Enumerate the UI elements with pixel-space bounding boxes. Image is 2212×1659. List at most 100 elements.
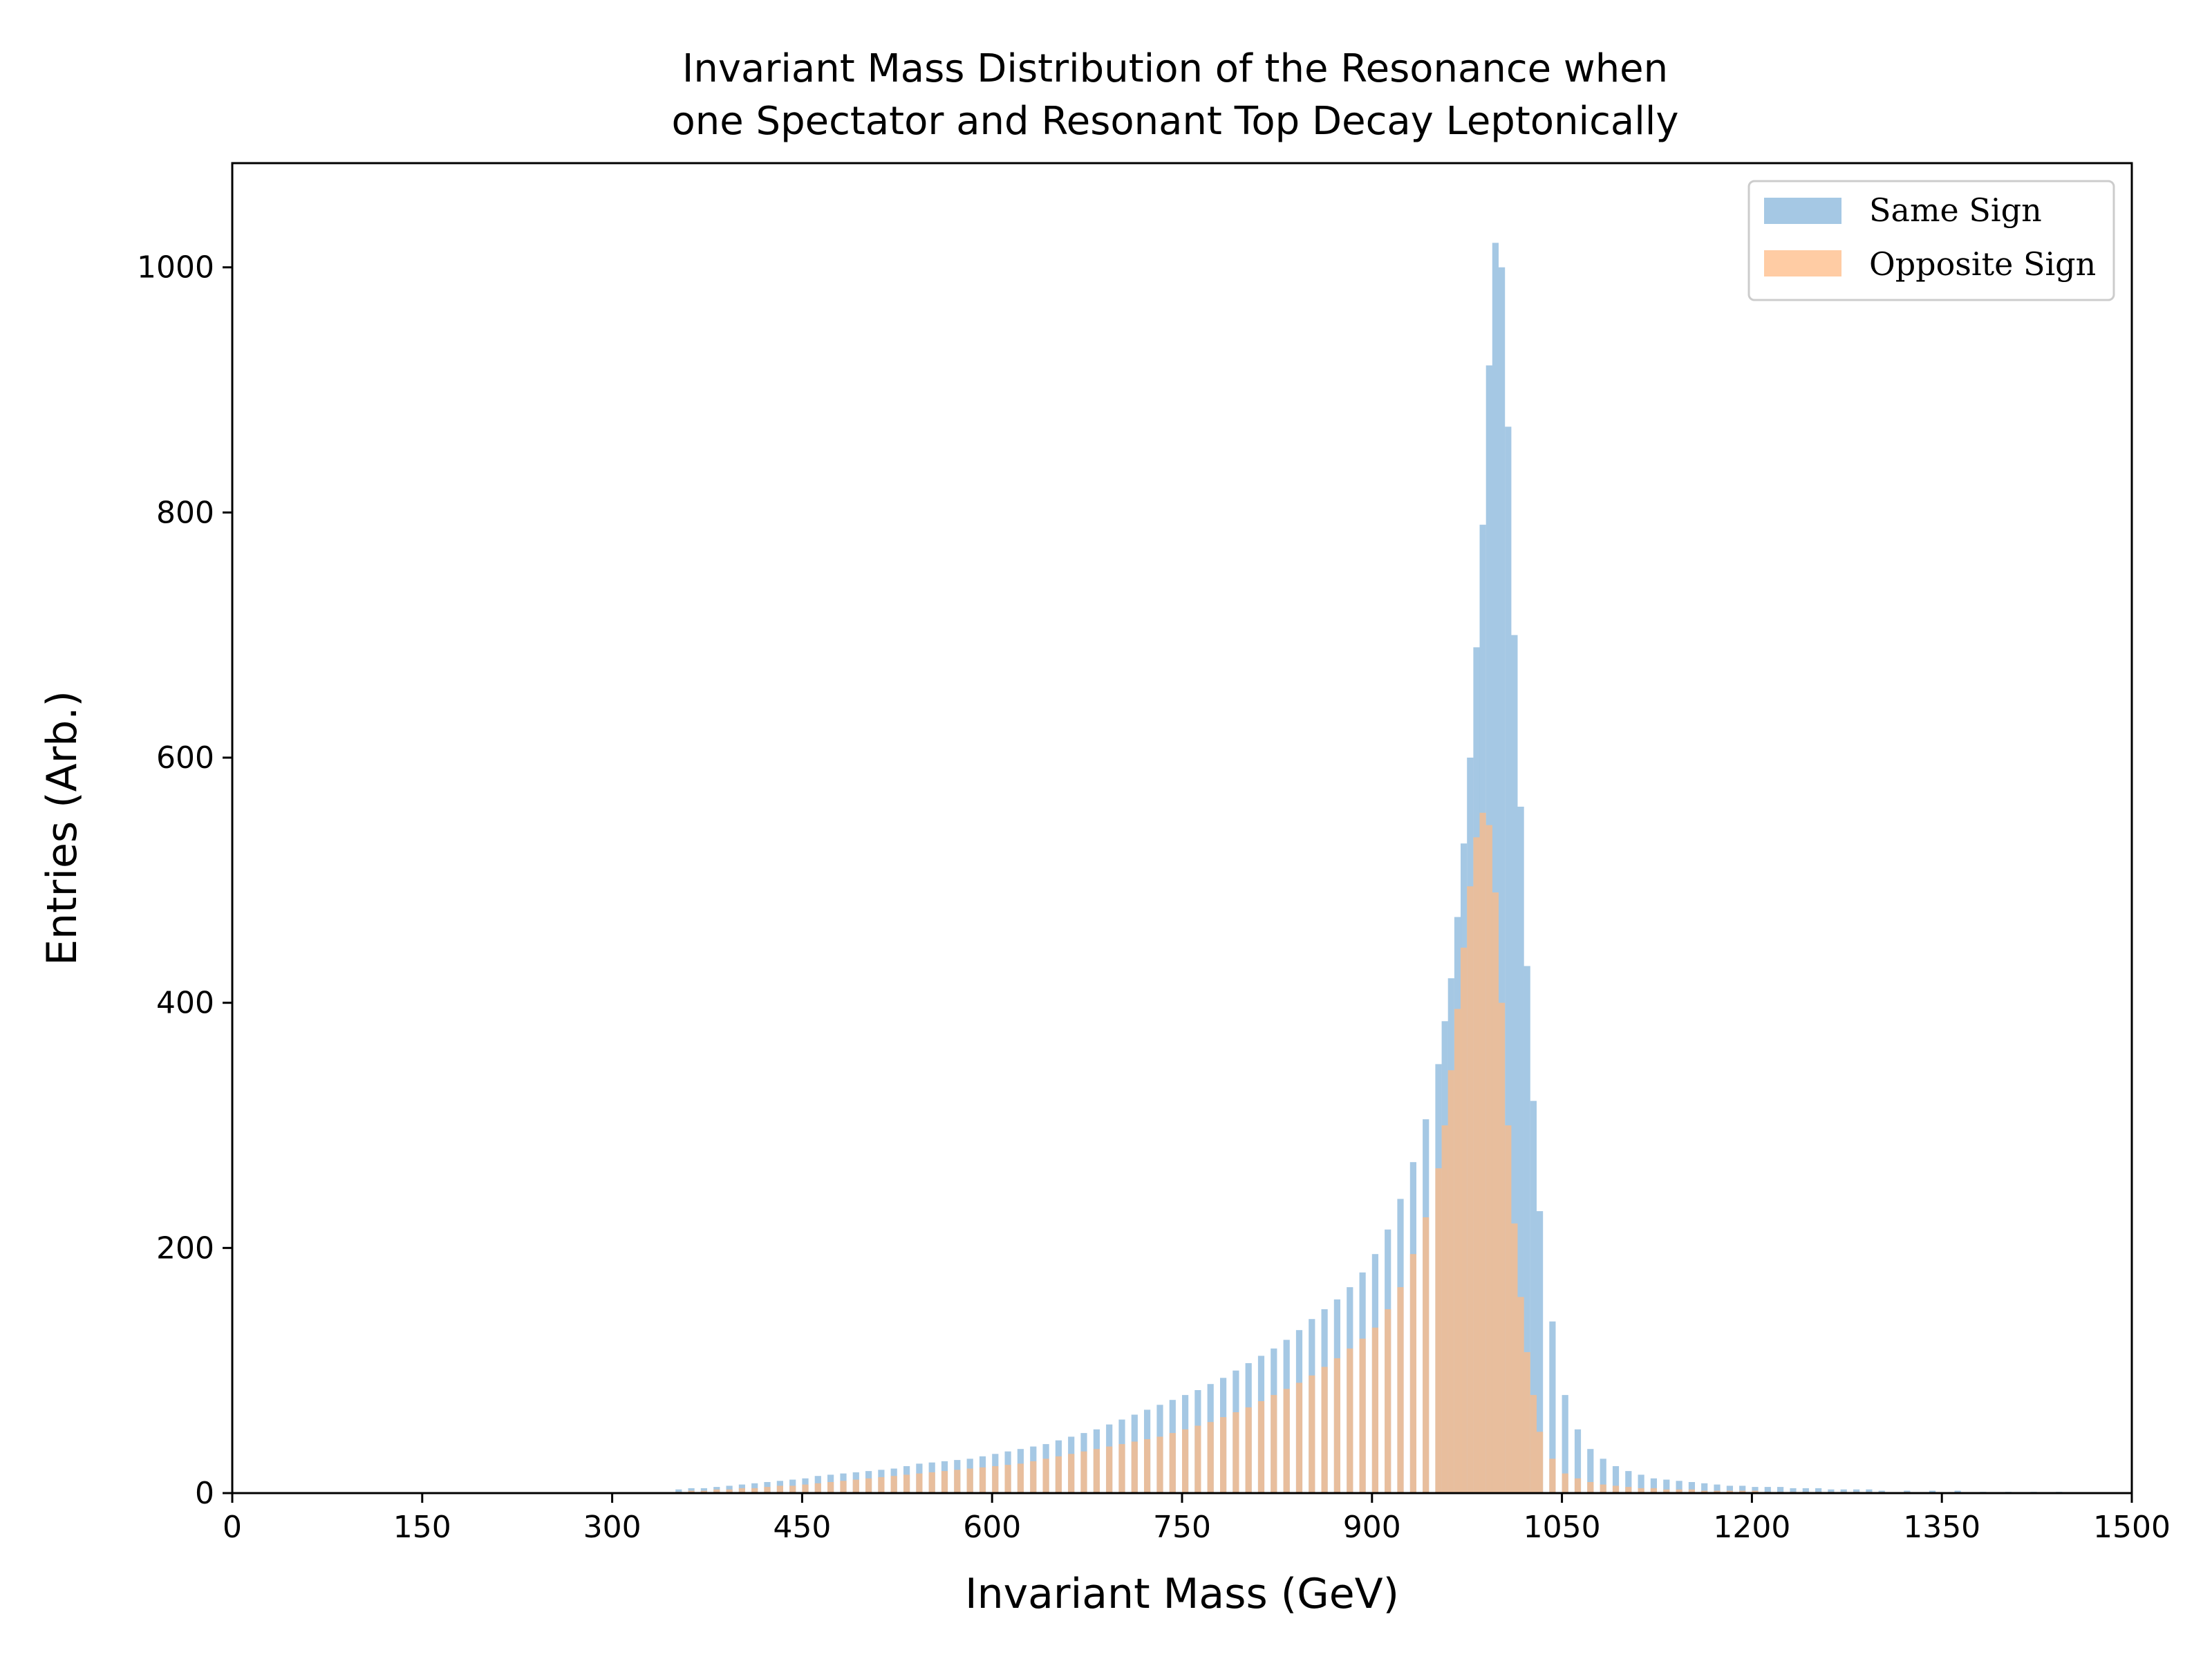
- same-sign-bar: [1511, 635, 1518, 1494]
- opposite-sign-bar: [1537, 1432, 1544, 1493]
- opposite-sign-bar: [1257, 1401, 1265, 1493]
- opposite-sign-bar: [1485, 825, 1492, 1493]
- opposite-sign-bar: [916, 1473, 923, 1493]
- opposite-sign-bar: [966, 1468, 973, 1493]
- opposite-sign-bar: [1359, 1338, 1366, 1493]
- opposite-sign-bar: [1385, 1309, 1391, 1493]
- opposite-sign-bar: [776, 1485, 783, 1493]
- opposite-sign-bar: [1169, 1433, 1176, 1493]
- opposite-sign-bar: [802, 1484, 809, 1493]
- opposite-sign-bar: [1207, 1422, 1214, 1493]
- opposite-sign-bar: [1549, 1459, 1556, 1493]
- opposite-sign-bar: [1232, 1412, 1239, 1493]
- y-tick-label: 0: [195, 1476, 214, 1511]
- opposite-sign-bar: [1562, 1473, 1568, 1493]
- same-sign-bar: [1701, 1483, 1708, 1493]
- opposite-sign-bar: [700, 1490, 707, 1493]
- y-tick-label: 1000: [137, 250, 214, 285]
- y-tick-label: 200: [156, 1230, 214, 1266]
- opposite-sign-bar: [1435, 1168, 1442, 1493]
- opposite-sign-bar: [928, 1472, 935, 1493]
- opposite-sign-bar: [1441, 1125, 1448, 1493]
- opposite-sign-bar: [1118, 1444, 1125, 1493]
- legend: Same Sign Opposite Sign: [1747, 180, 2115, 301]
- same-sign-bar: [1739, 1485, 1746, 1493]
- opposite-sign-bar: [1461, 947, 1468, 1493]
- same-sign-bar: [700, 1488, 707, 1493]
- chart-title-line-1: Invariant Mass Distribution of the Reson…: [682, 46, 1668, 91]
- opposite-sign-bar: [1347, 1348, 1353, 1493]
- opposite-sign-bar: [1068, 1454, 1075, 1493]
- opposite-sign-bar: [1055, 1456, 1062, 1493]
- opposite-sign-bar: [1283, 1389, 1290, 1493]
- same-sign-bar: [1764, 1487, 1771, 1493]
- opposite-sign-bar: [1017, 1463, 1024, 1493]
- opposite-sign-bar: [852, 1479, 859, 1493]
- same-sign-bar: [1815, 1488, 1822, 1493]
- x-tick-label: 450: [773, 1510, 831, 1545]
- opposite-sign-bar: [1220, 1417, 1227, 1493]
- opposite-sign-bar: [1321, 1367, 1328, 1493]
- opposite-sign-bar: [1752, 1490, 1759, 1493]
- opposite-sign-bar: [992, 1466, 999, 1493]
- opposite-sign-bar: [1517, 1297, 1524, 1493]
- same-sign-bar: [1688, 1482, 1695, 1493]
- opposite-sign-bar: [738, 1488, 745, 1493]
- same-sign-bar: [1929, 1490, 1936, 1493]
- opposite-sign-bar: [1423, 1217, 1430, 1493]
- x-tick-label: 600: [963, 1510, 1021, 1545]
- opposite-sign-bar: [1093, 1449, 1100, 1493]
- same-sign-bar: [1790, 1488, 1797, 1493]
- x-tick-label: 300: [583, 1510, 641, 1545]
- opposite-sign-bar: [1676, 1489, 1683, 1493]
- opposite-sign-bar: [840, 1481, 847, 1493]
- same-sign-bar: [1828, 1489, 1835, 1493]
- same-sign-bar: [1638, 1474, 1644, 1493]
- same-sign-bar: [1505, 427, 1512, 1493]
- opposite-sign-bar: [1701, 1490, 1708, 1493]
- opposite-sign-bar: [1714, 1490, 1721, 1493]
- opposite-sign-bar: [1524, 1352, 1530, 1493]
- same-sign-bar: [1549, 1321, 1556, 1493]
- same-sign-bar: [1612, 1466, 1620, 1493]
- opposite-sign-bar: [1447, 1070, 1454, 1493]
- opposite-sign-bar: [1106, 1446, 1113, 1493]
- same-sign-bar: [1714, 1484, 1721, 1493]
- same-sign-bar: [1866, 1489, 1873, 1493]
- opposite-sign-bar: [1194, 1425, 1201, 1493]
- same-sign-bar: [1587, 1449, 1594, 1493]
- legend-label-opposite-sign: Opposite Sign: [1869, 245, 2096, 283]
- opposite-sign-bar: [1144, 1439, 1151, 1493]
- x-tick-label: 150: [393, 1510, 451, 1545]
- same-sign-bar: [1517, 807, 1524, 1493]
- y-axis-label: Entries (Arb.): [38, 691, 86, 966]
- same-sign-bar: [1492, 243, 1499, 1493]
- opposite-sign-bar: [1271, 1395, 1277, 1493]
- opposite-sign-bar: [1371, 1327, 1378, 1493]
- opposite-sign-bar: [764, 1487, 771, 1493]
- same-sign-bar: [1562, 1395, 1568, 1493]
- opposite-sign-bar: [1042, 1459, 1049, 1493]
- chart-title: Invariant Mass Distribution of the Reson…: [672, 46, 1679, 144]
- opposite-sign-bar: [1454, 1009, 1461, 1493]
- legend-label-same-sign: Same Sign: [1869, 191, 2042, 229]
- same-sign-bar: [1530, 1100, 1537, 1493]
- opposite-sign-bar: [1511, 1223, 1518, 1493]
- y-tick-label: 400: [156, 986, 214, 1021]
- same-sign-bar: [1524, 966, 1530, 1493]
- same-sign-bar: [1853, 1489, 1860, 1493]
- same-sign-bar: [1574, 1429, 1582, 1493]
- opposite-sign-bar: [878, 1477, 885, 1493]
- opposite-sign-bar: [890, 1476, 897, 1493]
- opposite-sign-bar: [1245, 1407, 1252, 1493]
- opposite-sign-bar: [1182, 1429, 1189, 1493]
- y-tick-label: 800: [156, 495, 214, 530]
- opposite-sign-bar: [1638, 1488, 1644, 1493]
- x-tick-label: 1200: [1713, 1510, 1790, 1545]
- opposite-sign-bar: [789, 1485, 796, 1493]
- opposite-sign-bar: [1295, 1382, 1303, 1493]
- opposite-sign-bar: [1600, 1484, 1606, 1493]
- opposite-sign-bar: [1131, 1441, 1138, 1493]
- chart-title-line-2: one Spectator and Resonant Top Decay Lep…: [672, 99, 1679, 144]
